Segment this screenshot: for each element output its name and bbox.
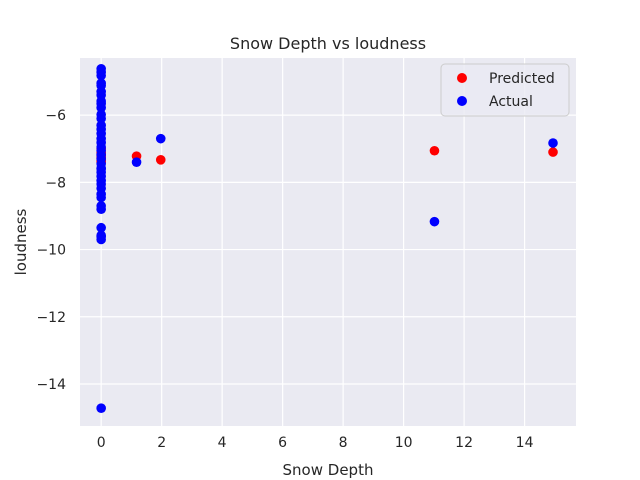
x-axis-label: Snow Depth: [283, 461, 374, 479]
legend-box: [440, 63, 570, 117]
actual-point: [96, 403, 106, 413]
actual-point: [131, 157, 142, 167]
y-tick-label: −12: [36, 310, 66, 326]
y-axis-label: loudness: [12, 208, 30, 275]
actual-point: [96, 222, 106, 233]
predicted-point: [548, 147, 558, 157]
y-tick-labels: −14 −12 −10 −8 −6: [36, 108, 66, 393]
x-tick-label: 2: [157, 435, 166, 451]
data-points: [96, 63, 558, 413]
legend: Predicted Actual: [440, 63, 570, 117]
y-tick-label: −14: [36, 377, 66, 393]
y-tick-label: −8: [45, 175, 66, 191]
actual-point: [155, 133, 166, 144]
x-tick-label: 4: [218, 435, 227, 451]
legend-label-actual: Actual: [489, 94, 533, 110]
actual-point: [96, 192, 106, 203]
actual-point: [96, 204, 106, 215]
y-tick-label: −10: [36, 243, 66, 259]
plot-background: [80, 58, 576, 426]
actual-point: [429, 216, 440, 227]
x-tick-labels: 0 2 4 6 8 10 12 14: [97, 435, 534, 451]
x-tick-label: 14: [516, 435, 534, 451]
x-tick-label: 8: [339, 435, 348, 451]
x-tick-label: 6: [278, 435, 287, 451]
chart-title: Snow Depth vs loudness: [230, 34, 426, 53]
actual-point: [548, 138, 558, 148]
actual-point: [96, 113, 106, 124]
actual-point: [96, 234, 106, 245]
actual-point: [96, 102, 106, 113]
x-tick-label: 0: [97, 435, 106, 451]
predicted-point: [155, 155, 166, 165]
actual-point: [96, 70, 106, 81]
legend-label-predicted: Predicted: [489, 71, 555, 87]
y-tick-label: −6: [45, 108, 66, 124]
x-tick-label: 10: [395, 435, 413, 451]
legend-marker-actual: [457, 96, 467, 106]
legend-marker-predicted: [457, 73, 467, 83]
actual-point: [96, 164, 106, 174]
grid-lines: [80, 58, 576, 426]
x-tick-label: 12: [455, 435, 473, 451]
predicted-point: [429, 145, 440, 156]
